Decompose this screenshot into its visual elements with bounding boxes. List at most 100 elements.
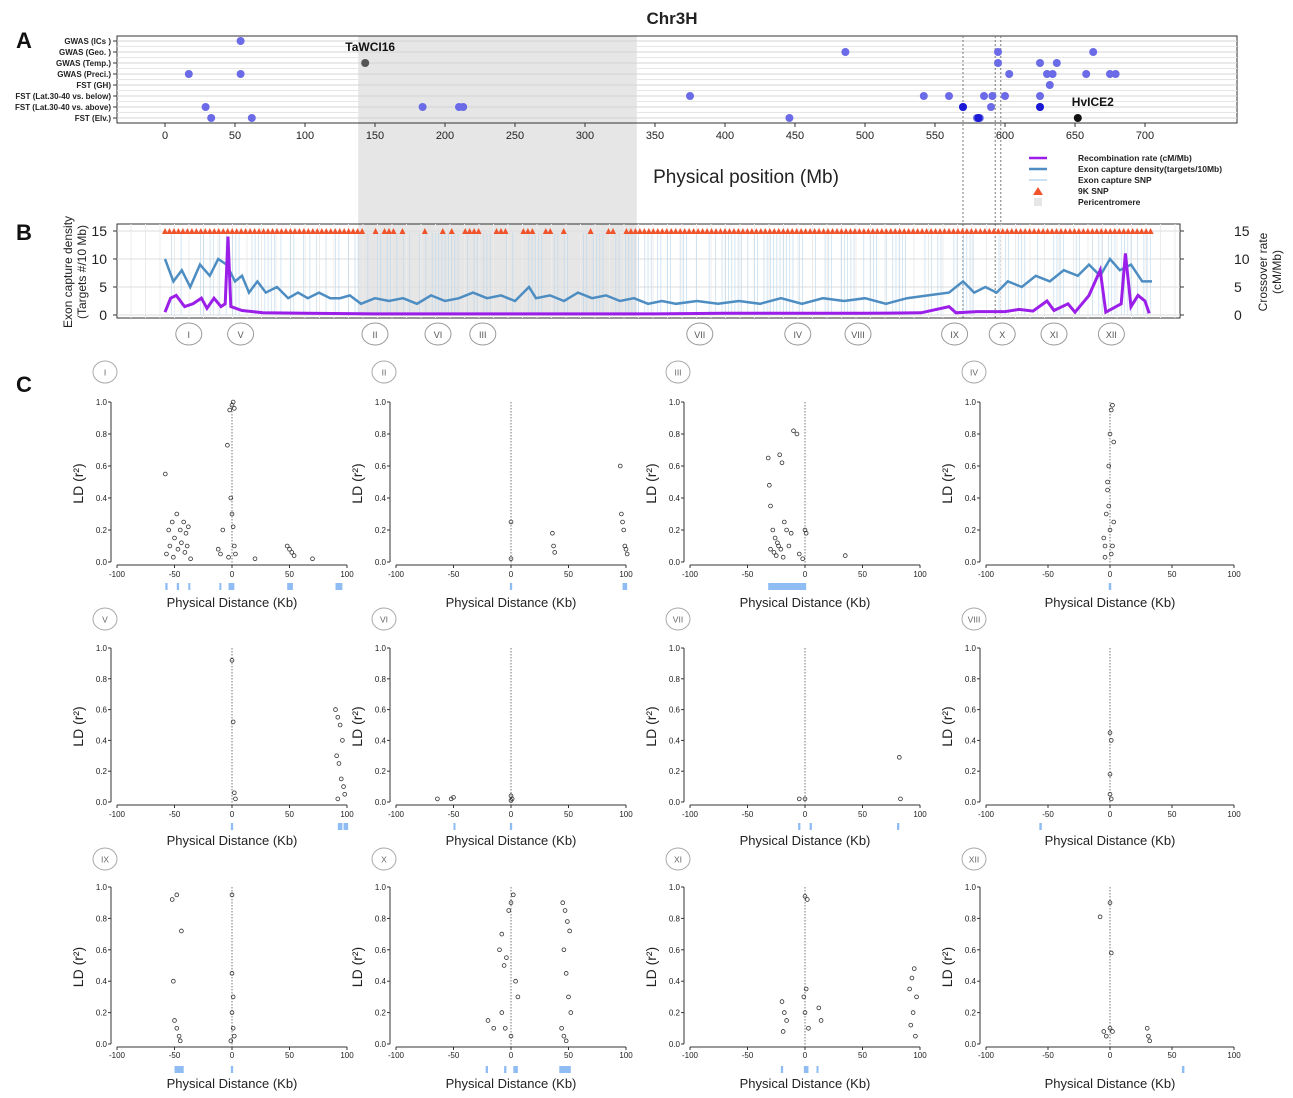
ld-point — [1107, 730, 1113, 735]
snp9k-marker — [972, 228, 979, 234]
ld-point — [768, 546, 773, 552]
panel-b-frame — [116, 223, 1181, 319]
y-tick-label: 0.6 — [96, 706, 108, 715]
gwas-point — [686, 92, 694, 100]
ld-point — [781, 519, 787, 525]
ld-point — [508, 556, 514, 562]
y-tick-label: 0.4 — [96, 494, 108, 503]
y-tick-label: 0.0 — [96, 558, 108, 567]
y-tick-label: 0.6 — [375, 946, 387, 955]
snp9k-marker — [193, 228, 200, 234]
ld-point — [778, 546, 784, 552]
ld-point — [218, 551, 223, 557]
ld-point — [1110, 402, 1115, 408]
ld-panel-id — [961, 360, 987, 384]
ld-point — [183, 530, 189, 536]
exon-bar — [337, 823, 343, 830]
exon-bar — [780, 1066, 784, 1073]
snp9k-marker — [300, 228, 307, 234]
x-axis-label: Physical Distance (Kb) — [446, 1076, 577, 1091]
gwas-point-dark — [974, 114, 983, 122]
exon-bar — [343, 823, 349, 830]
y-tick-label: 0.8 — [965, 675, 977, 684]
ld-point — [1146, 1033, 1151, 1039]
track-label: FST (GH) — [76, 81, 111, 90]
x-tick-label: -100 — [109, 1051, 126, 1060]
ld-point — [508, 1033, 514, 1039]
snp9k-marker — [265, 228, 272, 234]
snp9k-marker — [1017, 228, 1024, 234]
snp9k-marker — [466, 228, 473, 234]
y-axis-label: LD (r²) — [939, 706, 955, 746]
ld-point — [563, 971, 569, 976]
snp9k-marker — [1107, 228, 1114, 234]
x-tick-label: -50 — [742, 570, 754, 579]
x-tick-label: 700 — [1136, 130, 1154, 142]
x-axis-label: Physical position (Mb) — [653, 167, 839, 188]
ld-point — [451, 795, 456, 800]
snp9k-marker — [605, 228, 612, 234]
snp9k-marker — [677, 228, 684, 234]
region-marker — [941, 322, 969, 346]
snp9k-marker — [1129, 228, 1136, 234]
snp9k-marker — [336, 228, 343, 234]
exon-bar — [622, 583, 628, 590]
ld-point — [563, 1038, 569, 1044]
ld-panel: VI 0.0 0.2 0.4 0.6 0.8 1.0 -100 -50 0 50 100 Physica… — [349, 607, 633, 848]
y-tick-label: 0.4 — [965, 736, 977, 745]
snp9k-marker — [179, 228, 186, 234]
y-axis-label: LD (r²) — [643, 947, 659, 987]
gwas-point — [1043, 70, 1051, 78]
ld-point — [842, 553, 848, 558]
snp9k-marker — [1143, 228, 1150, 234]
ld-point — [229, 971, 235, 976]
snp9k-marker — [981, 228, 988, 234]
region-label: XII — [1106, 330, 1117, 340]
ld-point — [174, 1026, 180, 1031]
ld-point — [232, 790, 237, 796]
ld-point — [1111, 439, 1117, 445]
snp9k-marker — [332, 228, 339, 234]
ld-point — [909, 975, 915, 981]
ld-panel-id-label: X — [381, 855, 387, 865]
ld-point — [818, 1018, 824, 1023]
panel-letter-a: A — [16, 28, 32, 53]
y-tick-label: 0.8 — [375, 675, 387, 684]
exon-bar — [453, 823, 456, 830]
ld-point — [291, 553, 297, 558]
snp9k-marker — [211, 228, 218, 234]
panel-b: 0 0 5 5 10 10 15 15 Exon capture density (Targets… — [61, 153, 1284, 346]
snp9k-marker — [726, 228, 733, 234]
exon-bar — [485, 1066, 488, 1073]
x-tick-label: 100 — [619, 1051, 633, 1060]
snp9k-marker — [229, 228, 236, 234]
ld-point — [796, 796, 802, 802]
ld-point — [338, 776, 344, 782]
snp9k-marker — [305, 228, 312, 234]
y-tick-label: 0.8 — [96, 914, 108, 923]
recombination-line — [163, 236, 1151, 316]
snp9k-marker — [802, 228, 809, 234]
snp9k-marker — [462, 228, 469, 234]
ld-panel-id — [92, 360, 118, 384]
y-tick-label: 0.6 — [96, 946, 108, 955]
snp9k-marker — [905, 228, 912, 234]
ld-point — [1106, 463, 1112, 469]
y-axis-label: LD (r²) — [643, 706, 659, 746]
region-label: IX — [950, 330, 959, 340]
snp9k-marker — [780, 228, 787, 234]
ld-point — [561, 1033, 567, 1039]
region-marker — [469, 322, 497, 346]
ld-point — [229, 658, 235, 663]
ld-point — [804, 897, 810, 902]
gwas-point — [987, 103, 995, 111]
ld-point — [1101, 535, 1107, 541]
region-label: III — [479, 330, 487, 340]
y-tick-label: 0 — [99, 307, 107, 323]
snp9k-marker — [542, 228, 549, 234]
region-label: VI — [434, 330, 443, 340]
ld-point — [776, 543, 781, 549]
x-tick-label: 50 — [858, 810, 867, 819]
ld-point — [226, 554, 231, 560]
y-tick-label: 0.2 — [965, 767, 977, 776]
